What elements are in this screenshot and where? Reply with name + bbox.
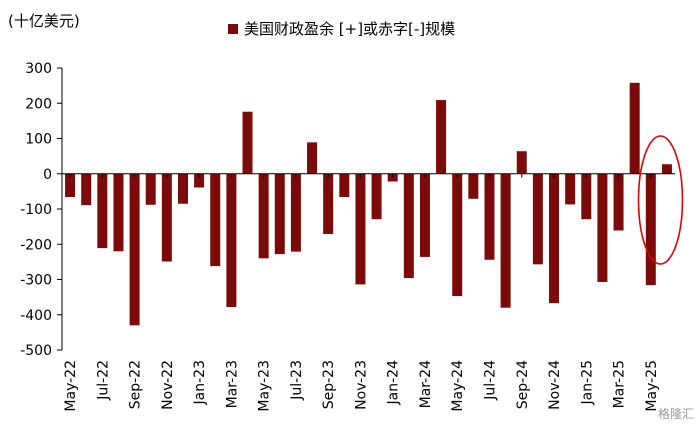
bar — [274, 173, 285, 255]
bar — [452, 173, 463, 297]
y-tick-label: 300 — [25, 61, 52, 77]
watermark: 格隆汇 — [657, 407, 694, 421]
bar — [210, 173, 221, 267]
bar — [290, 173, 301, 252]
bar — [500, 173, 511, 308]
bar — [97, 173, 108, 249]
x-tick-label: May-25 — [644, 360, 660, 412]
bar — [613, 173, 624, 231]
bar — [81, 173, 92, 206]
bar — [242, 111, 253, 174]
y-tick-label: -400 — [20, 308, 52, 324]
bar — [226, 173, 237, 307]
bar — [484, 173, 495, 260]
x-tick-label: Jul-23 — [289, 360, 305, 401]
bar — [532, 173, 543, 265]
bar — [565, 173, 576, 205]
bar — [307, 142, 318, 174]
x-tick-label: Nov-22 — [160, 360, 176, 410]
x-tick-label: May-23 — [257, 360, 273, 412]
y-tick-label: -200 — [20, 237, 52, 253]
x-tick-label: Sep-23 — [321, 360, 337, 409]
x-tick-label: Jan-25 — [579, 360, 595, 405]
bar — [661, 164, 672, 174]
x-tick-label: Jul-24 — [482, 360, 498, 401]
x-tick-label: Mar-23 — [224, 360, 240, 408]
x-tick-label: May-22 — [63, 360, 79, 412]
y-tick-label: -300 — [20, 273, 52, 289]
bar — [113, 173, 124, 252]
bar — [258, 173, 269, 259]
bar — [403, 173, 414, 279]
x-tick-label: Mar-25 — [612, 360, 628, 408]
y-tick-label: 0 — [43, 167, 52, 183]
bar — [549, 173, 560, 304]
bar — [419, 173, 430, 257]
y-tick-label: 100 — [25, 132, 52, 148]
legend-label: 美国财政盈余 [+]或赤字[-]规模 — [244, 20, 456, 38]
y-tick-label: -100 — [20, 202, 52, 218]
bar — [645, 173, 656, 286]
x-tick-label: Sep-22 — [128, 360, 144, 409]
bar — [177, 173, 188, 204]
unit-label: (十亿美元) — [8, 12, 80, 30]
bar — [194, 173, 205, 188]
x-tick-label: Jan-23 — [192, 360, 208, 405]
bar — [629, 82, 640, 174]
highlight-circle — [637, 135, 684, 265]
y-tick-label: 200 — [25, 96, 52, 112]
bar — [581, 173, 592, 220]
x-tick-label: Jan-24 — [386, 360, 402, 406]
bar — [65, 173, 76, 198]
x-tick-label: Nov-24 — [547, 360, 563, 410]
bar — [161, 173, 172, 262]
bar — [516, 151, 527, 174]
bar — [323, 173, 334, 235]
bar — [371, 173, 382, 220]
legend-swatch — [228, 23, 238, 34]
x-tick-label: Sep-24 — [515, 360, 531, 409]
x-tick-label: May-24 — [450, 360, 466, 412]
bar — [129, 173, 140, 326]
x-tick-label: Mar-24 — [418, 360, 434, 408]
x-tick-label: Jul-22 — [95, 360, 111, 401]
bar — [145, 173, 156, 205]
bar — [339, 173, 350, 198]
y-tick-label: -500 — [20, 343, 52, 359]
bar — [468, 173, 479, 199]
bar — [597, 173, 608, 282]
bar — [436, 100, 447, 174]
legend: 美国财政盈余 [+]或赤字[-]规模 — [228, 18, 455, 39]
x-tick-label: Nov-23 — [353, 360, 369, 410]
bar — [355, 173, 366, 285]
